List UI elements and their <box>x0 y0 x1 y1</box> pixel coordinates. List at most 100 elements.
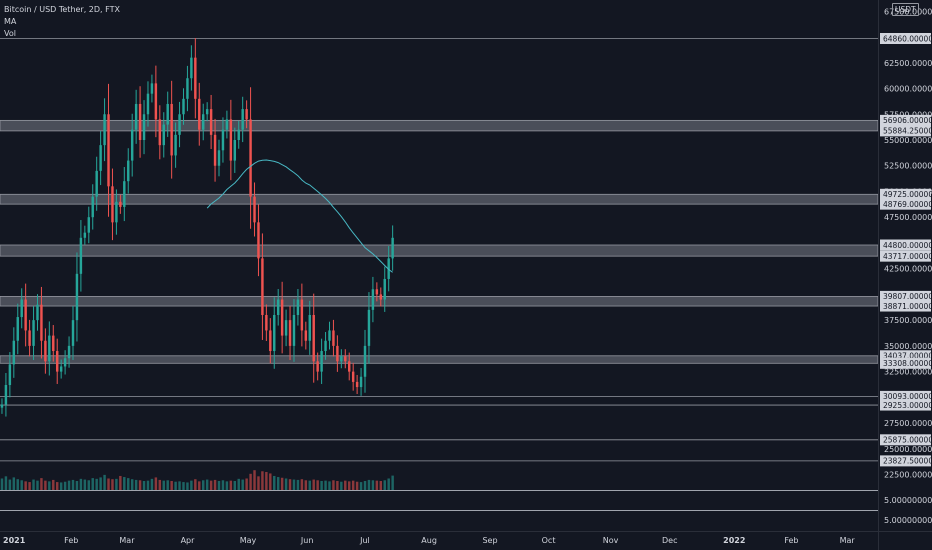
candle-body[interactable] <box>233 140 237 161</box>
candle-body[interactable] <box>4 385 8 405</box>
candle-body[interactable] <box>28 330 31 346</box>
candle-body[interactable] <box>127 160 130 182</box>
candle-body[interactable] <box>40 304 43 341</box>
candle-body[interactable] <box>83 232 87 238</box>
candle-body[interactable] <box>186 78 189 99</box>
candle-body[interactable] <box>48 335 51 362</box>
candle-body[interactable] <box>324 340 327 352</box>
legend-ma[interactable]: MA <box>4 17 17 26</box>
candle-body[interactable] <box>12 340 16 365</box>
candle-body[interactable] <box>138 103 142 140</box>
candle-body[interactable] <box>351 371 355 382</box>
zone-1[interactable] <box>0 193 879 205</box>
ma-line[interactable] <box>206 159 393 273</box>
candle-body[interactable] <box>280 299 284 336</box>
candle-body[interactable] <box>383 278 386 300</box>
candle-body[interactable] <box>87 217 91 233</box>
candle-body[interactable] <box>328 330 331 341</box>
candle-body[interactable] <box>375 289 379 295</box>
candle-body[interactable] <box>95 170 98 197</box>
candle-body[interactable] <box>379 294 383 300</box>
candle-body[interactable] <box>336 345 339 362</box>
candle-body[interactable] <box>359 376 363 388</box>
candle-body[interactable] <box>174 134 177 156</box>
candle-body[interactable] <box>170 103 173 156</box>
candle-body[interactable] <box>20 299 23 318</box>
candle-body[interactable] <box>296 299 300 315</box>
candle-body[interactable] <box>300 299 304 331</box>
candle-body[interactable] <box>221 129 225 151</box>
candle-body[interactable] <box>316 361 319 372</box>
candle-body[interactable] <box>284 320 288 336</box>
candle-body[interactable] <box>217 150 221 166</box>
candle-body[interactable] <box>312 315 315 362</box>
candle-body[interactable] <box>55 351 59 372</box>
candle-body[interactable] <box>209 109 213 135</box>
candle-body[interactable] <box>194 57 197 99</box>
candle-body[interactable] <box>0 404 4 408</box>
candle-body[interactable] <box>52 335 55 352</box>
candle-body[interactable] <box>391 237 394 259</box>
candle-body[interactable] <box>190 57 193 79</box>
candle-body[interactable] <box>288 320 292 346</box>
candle-body[interactable] <box>308 315 311 341</box>
candle-body[interactable] <box>8 364 12 385</box>
candle-body[interactable] <box>371 289 375 310</box>
candle-body[interactable] <box>304 330 308 341</box>
candle-body[interactable] <box>119 201 122 207</box>
candle-body[interactable] <box>363 345 367 377</box>
candle-body[interactable] <box>225 119 229 130</box>
candle-body[interactable] <box>158 119 162 146</box>
candle-body[interactable] <box>146 93 150 115</box>
candle-body[interactable] <box>71 320 75 346</box>
candle-body[interactable] <box>344 356 347 362</box>
candle-body[interactable] <box>162 124 165 146</box>
candle-body[interactable] <box>99 145 102 171</box>
candle-body[interactable] <box>241 109 244 130</box>
zone-4[interactable] <box>0 355 879 364</box>
candle-body[interactable] <box>32 320 35 346</box>
candle-body[interactable] <box>59 366 63 372</box>
candle-body[interactable] <box>79 237 83 274</box>
candle-body[interactable] <box>355 381 359 388</box>
candle-body[interactable] <box>103 114 106 146</box>
candle-body[interactable] <box>340 356 343 362</box>
candle-body[interactable] <box>134 103 138 130</box>
candle-body[interactable] <box>166 103 169 125</box>
candle-body[interactable] <box>332 330 335 346</box>
candle-body[interactable] <box>237 129 240 140</box>
candle-body[interactable] <box>107 114 110 187</box>
zone-2[interactable] <box>0 244 879 257</box>
candle-body[interactable] <box>44 340 47 362</box>
candle-body[interactable] <box>154 83 158 120</box>
candle-body[interactable] <box>24 299 27 331</box>
candle-body[interactable] <box>75 273 79 321</box>
candle-body[interactable] <box>245 109 248 120</box>
candle-body[interactable] <box>63 358 67 367</box>
zone-3[interactable] <box>0 295 879 307</box>
candle-body[interactable] <box>257 222 260 259</box>
candle-body[interactable] <box>150 83 154 94</box>
candle-body[interactable] <box>269 330 272 352</box>
candle-body[interactable] <box>123 181 126 207</box>
candle-body[interactable] <box>261 258 264 315</box>
candle-body[interactable] <box>130 129 134 161</box>
candle-body[interactable] <box>348 361 351 372</box>
currency-badge[interactable]: USDT <box>892 3 919 16</box>
candle-body[interactable] <box>205 109 209 115</box>
candle-body[interactable] <box>67 345 71 359</box>
candle-body[interactable] <box>178 114 181 135</box>
candle-body[interactable] <box>273 315 276 352</box>
candle-body[interactable] <box>265 315 268 331</box>
legend-vol[interactable]: Vol <box>4 29 16 38</box>
candle-body[interactable] <box>320 351 323 372</box>
candle-body[interactable] <box>142 114 146 140</box>
candle-body[interactable] <box>111 186 114 223</box>
candle-body[interactable] <box>213 134 217 166</box>
candle-body[interactable] <box>115 201 118 223</box>
candle-body[interactable] <box>249 119 252 197</box>
candle-body[interactable] <box>367 309 371 346</box>
candle-body[interactable] <box>36 304 39 321</box>
legend-symbol[interactable]: Bitcoin / USD Tether, 2D, FTX <box>4 5 120 14</box>
